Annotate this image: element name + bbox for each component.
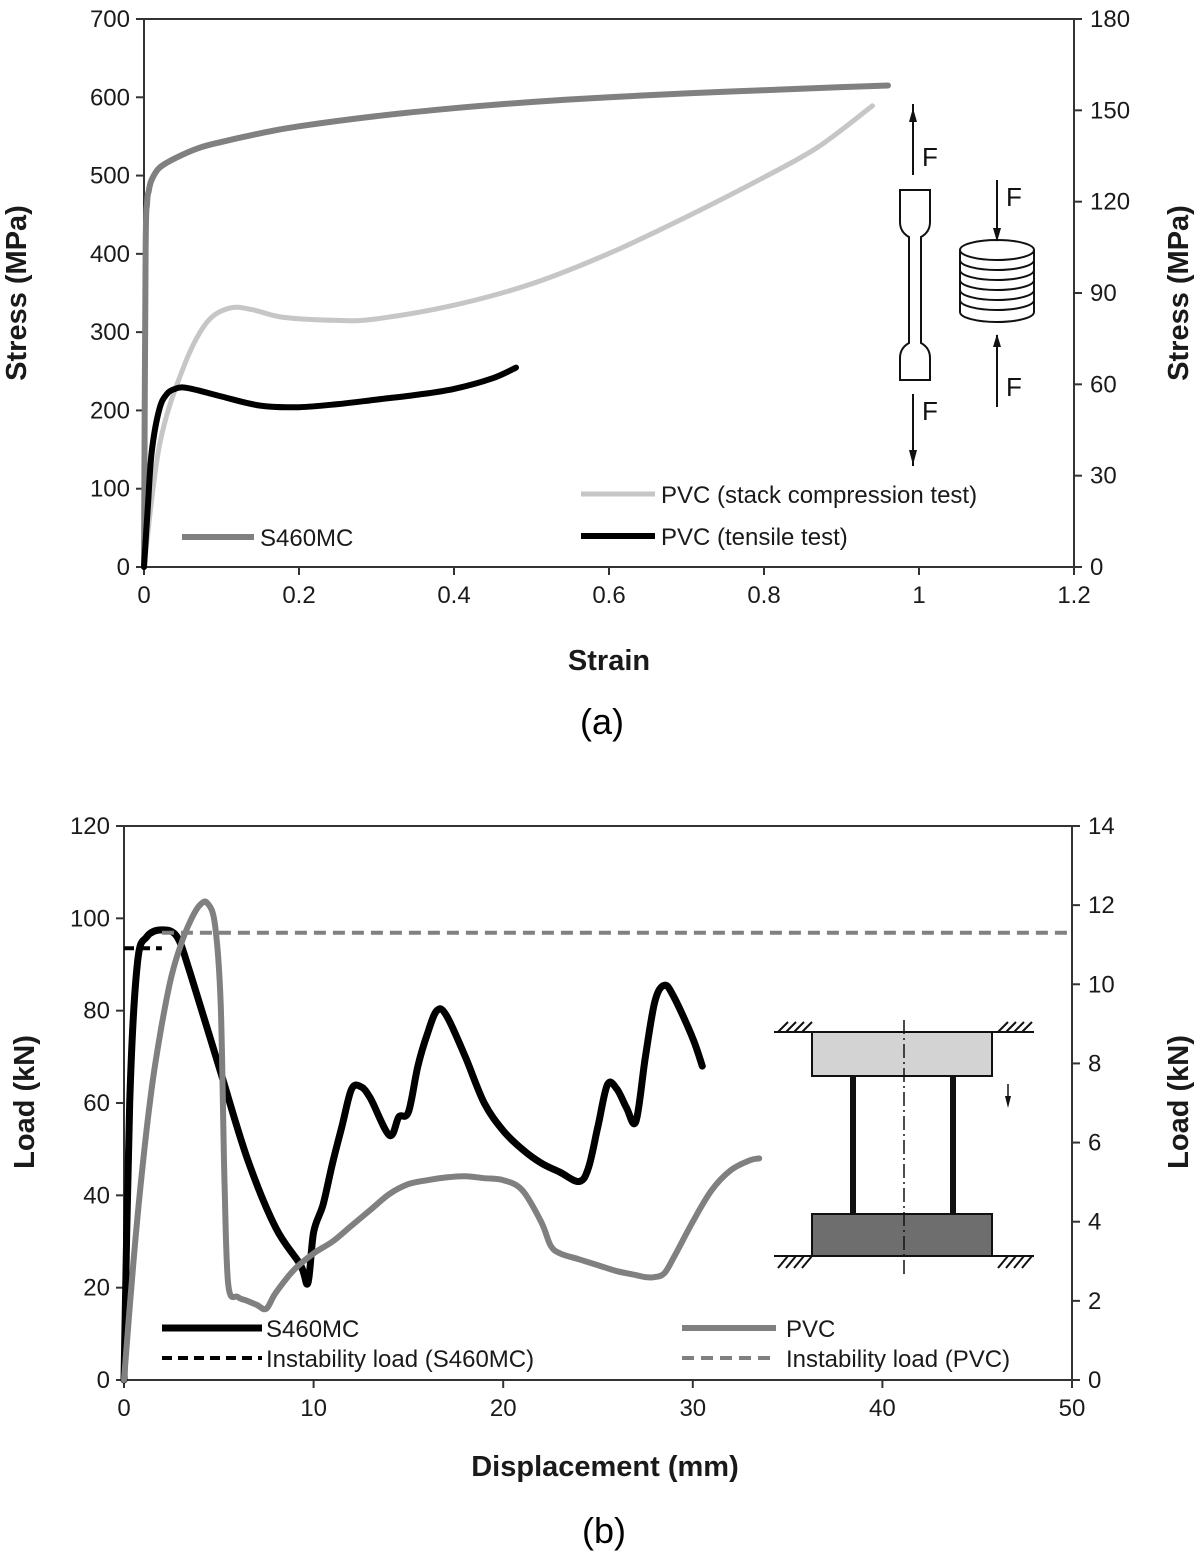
chart-a-x-tick-label: 0.6 [592, 582, 625, 609]
chart-a-series-pvc-tensile-test [141, 364, 519, 570]
chart-b-x-axis-label: Displacement (mm) [471, 1451, 739, 1483]
force-label-tensile-top: F [922, 142, 938, 172]
hatch-bottom-right [992, 1255, 1034, 1269]
chart-b-y-tick-label: 60 [83, 1090, 110, 1117]
chart-b-y-axis-label: Load (kN) [9, 1035, 41, 1169]
chart-a-series-s460mc [141, 82, 891, 570]
chart-a-y-tick-label: 400 [90, 241, 130, 268]
chart-a-y-tick-label: 700 [90, 6, 130, 33]
chart-a-y2-tick-label: 180 [1090, 6, 1130, 33]
legend-label-s460mc: S460MC [260, 525, 353, 552]
chart-a-y-tick-label: 0 [117, 554, 130, 581]
tensile-dogbone-specimen [899, 189, 931, 381]
legend-label-instability-s460mc: Instability load (S460MC) [266, 1346, 534, 1373]
chart-a-y-axis-label: Stress (MPa) [1, 205, 33, 381]
chart-b-y-tick-label: 80 [83, 998, 110, 1025]
chart-b-x-tick-label: 40 [869, 1395, 896, 1422]
chart-b-y-tick-label: 20 [83, 1275, 110, 1302]
chart-b-y-tick-label: 100 [70, 905, 110, 932]
chart-b-y-tick-label: 40 [83, 1182, 110, 1209]
chart-b-caption: (b) [582, 1510, 626, 1551]
upper-platen [811, 1031, 993, 1077]
chart-a-caption: (a) [580, 701, 624, 742]
chart-a-y2-axis-label: Stress (MPa) [1163, 205, 1195, 381]
chart-a-series [141, 82, 891, 570]
lower-platen [811, 1213, 993, 1257]
chart-b-y2-tick-label: 4 [1088, 1209, 1101, 1236]
chart-a-y2-tick-label: 60 [1090, 371, 1117, 398]
compress-arrow-bottom-icon [993, 334, 1001, 347]
chart-b-y2-tick-label: 6 [1088, 1130, 1101, 1157]
stacked-disk-specimen [959, 239, 1035, 323]
legend-label-pvc-tensile: PVC (tensile test) [661, 524, 848, 551]
crush-test-diagram [774, 1020, 1034, 1274]
chart-b-y-tick-label: 120 [70, 813, 110, 840]
chart-a-x-tick-label: 1 [912, 582, 925, 609]
chart-b-x-tick-label: 10 [300, 1395, 327, 1422]
chart-a-y-tick-label: 200 [90, 397, 130, 424]
specimen-diagram [899, 104, 1035, 466]
hatch-top-left [774, 1021, 813, 1033]
chart-b-x-tick-label: 50 [1059, 1395, 1086, 1422]
chart-b-legend: S460MC PVC Instability load (S460MC) Ins… [162, 1316, 1010, 1373]
chart-a: 0 0.2 0.4 0.6 0.8 1 1.201002003004005006007000… [1, 6, 1195, 742]
chart-a-x-tick-label: 1.2 [1057, 582, 1090, 609]
hatch-top-right [992, 1021, 1034, 1033]
chart-a-series-pvc-stack-compression-test [141, 103, 875, 570]
chart-a-y-tick-label: 600 [90, 84, 130, 111]
chart-a-x-tick-label: 0 [137, 582, 150, 609]
chart-a-legend: S460MC PVC (stack compression test) PVC … [182, 482, 977, 552]
hatch-bottom-left [774, 1255, 813, 1269]
chart-a-y2-tick-label: 120 [1090, 189, 1130, 216]
chart-b-x-tick-label: 20 [490, 1395, 517, 1422]
chart-b-y-tick-label: 0 [97, 1367, 110, 1394]
chart-b-x-tick-label: 0 [117, 1395, 130, 1422]
chart-a-ticks: 0 0.2 0.4 0.6 0.8 1 1.201002003004005006007000… [90, 6, 1130, 609]
chart-a-y-tick-label: 500 [90, 163, 130, 190]
force-label-stack-bottom: F [1006, 372, 1022, 402]
chart-b-y2-tick-label: 0 [1088, 1367, 1101, 1394]
chart-a-y2-tick-label: 90 [1090, 280, 1117, 307]
chart-a-x-axis-label: Strain [568, 645, 650, 677]
chart-b-y2-tick-label: 2 [1088, 1288, 1101, 1315]
chart-b-y2-tick-label: 14 [1088, 813, 1115, 840]
chart-b-series-s460mc [120, 926, 706, 1384]
legend-label-pvc-b: PVC [786, 1316, 835, 1343]
legend-label-s460mc-b: S460MC [266, 1316, 359, 1343]
compress-arrow-top-icon [993, 228, 1001, 242]
chart-b-y2-axis-label: Load (kN) [1163, 1035, 1195, 1169]
force-label-stack-top: F [1006, 182, 1022, 212]
chart-b-series [120, 898, 1072, 1384]
chart-a-y-tick-label: 300 [90, 319, 130, 346]
chart-a-x-tick-label: 0.4 [437, 582, 470, 609]
chart-a-x-tick-label: 0.2 [282, 582, 315, 609]
chart-a-y2-tick-label: 0 [1090, 554, 1103, 581]
chart-a-y-tick-label: 100 [90, 476, 130, 503]
load-arrow-icon [1005, 1096, 1011, 1108]
force-arrow-up-icon [909, 108, 917, 122]
chart-b-x-tick-label: 30 [679, 1395, 706, 1422]
legend-label-pvc-stack: PVC (stack compression test) [661, 482, 977, 509]
chart-b-plot-frame [123, 825, 1073, 1381]
chart-b-y2-tick-label: 12 [1088, 892, 1115, 919]
chart-b-series-pvc [121, 898, 763, 1383]
chart-a-x-tick-label: 0.8 [747, 582, 780, 609]
force-label-tensile-bottom: F [922, 396, 938, 426]
force-arrow-down-icon [909, 450, 917, 465]
chart-b-y2-tick-label: 10 [1088, 971, 1115, 998]
chart-a-y2-tick-label: 30 [1090, 463, 1117, 490]
chart-b-y2-tick-label: 8 [1088, 1050, 1101, 1077]
chart-a-y2-tick-label: 150 [1090, 97, 1130, 124]
legend-label-instability-pvc: Instability load (PVC) [786, 1346, 1010, 1373]
